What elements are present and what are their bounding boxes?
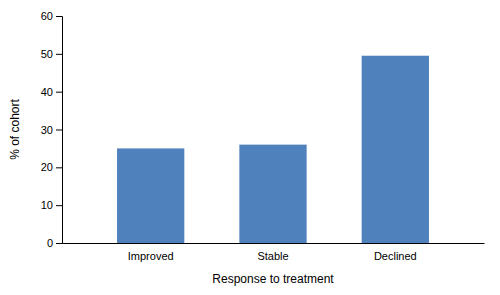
y-tick-mark xyxy=(56,167,62,168)
x-tick: Improved xyxy=(128,250,174,262)
y-tick-mark xyxy=(56,54,62,55)
y-axis-title: % of cohort xyxy=(8,98,22,159)
y-tick-label: 60 xyxy=(41,10,53,22)
y-tick-mark xyxy=(56,16,62,17)
y-tick-mark xyxy=(56,205,62,206)
y-tick-label: 30 xyxy=(41,124,53,136)
plot: 0 10 20 30 40 50 60 Improved Stable Declined xyxy=(41,10,485,262)
x-tick-label: Stable xyxy=(257,250,288,262)
x-axis: Improved Stable Declined xyxy=(63,244,485,262)
x-axis-title: Response to treatment xyxy=(212,272,334,286)
bars xyxy=(117,56,429,243)
y-tick: 50 xyxy=(41,48,62,60)
y-tick-label: 0 xyxy=(47,237,53,249)
y-tick-label: 10 xyxy=(41,199,53,211)
y-tick: 10 xyxy=(41,199,62,211)
x-tick: Stable xyxy=(257,250,288,262)
y-tick: 60 xyxy=(41,10,62,22)
bar xyxy=(239,145,306,243)
bar xyxy=(362,56,429,243)
y-tick: 0 xyxy=(47,237,62,249)
y-axis-line xyxy=(56,17,63,244)
y-tick-mark xyxy=(56,130,62,131)
y-tick-label: 20 xyxy=(41,161,53,173)
x-axis-line xyxy=(63,243,485,244)
x-tick-label: Declined xyxy=(374,250,417,262)
y-tick: 20 xyxy=(41,161,62,173)
y-tick-mark xyxy=(56,92,62,93)
bar xyxy=(117,148,184,243)
y-tick: 30 xyxy=(41,124,62,136)
y-tick-mark xyxy=(56,243,62,244)
y-tick: 40 xyxy=(41,86,62,98)
y-tick-label: 50 xyxy=(41,48,53,60)
x-tick: Declined xyxy=(374,250,417,262)
y-tick-label: 40 xyxy=(41,86,53,98)
chart: 0 10 20 30 40 50 60 Improved Stable Declined Respo… xyxy=(0,0,500,295)
x-tick-label: Improved xyxy=(128,250,174,262)
y-axis: 0 10 20 30 40 50 60 xyxy=(41,10,63,249)
